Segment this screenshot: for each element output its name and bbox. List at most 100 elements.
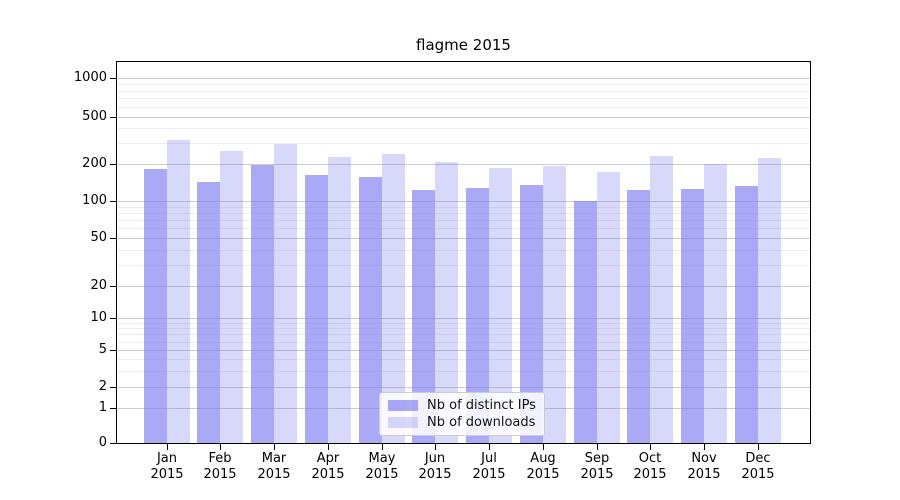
y-tick-500 (110, 117, 116, 118)
gridline-major-200 (117, 164, 810, 165)
y-tick-label-10: 10 (90, 310, 107, 325)
legend: Nb of distinct IPs Nb of downloads (379, 392, 545, 436)
legend-label-distinct-ips: Nb of distinct IPs (427, 398, 536, 413)
gridline-minor-70 (117, 220, 810, 221)
x-tick-label-may: May 2015 (365, 451, 399, 482)
x-tick-label-sep: Sep 2015 (580, 451, 614, 482)
plot-area: Nb of distinct IPs Nb of downloads (116, 61, 811, 444)
gridline-minor-900 (117, 84, 810, 85)
gridline-minor-300 (117, 143, 810, 144)
chart-title: flagme 2015 (416, 36, 511, 54)
y-tick-label-200: 200 (82, 156, 107, 171)
y-tick-label-20: 20 (90, 278, 107, 293)
gridline-major-5 (117, 350, 810, 351)
x-tick-label-nov: Nov 2015 (687, 451, 721, 482)
x-tick-label-jun: Jun 2015 (418, 451, 452, 482)
bar-mar-distinct-ips (251, 165, 274, 443)
y-tick-label-2: 2 (98, 379, 107, 394)
gridline-major-10 (117, 318, 810, 319)
bar-may-downloads (382, 154, 405, 443)
y-tick-label-1: 1 (98, 400, 107, 415)
gridline-major-50 (117, 238, 810, 239)
bar-aug-downloads (543, 166, 566, 443)
x-tick-label-aug: Aug 2015 (526, 451, 560, 482)
bar-jun-downloads (435, 162, 458, 443)
bar-apr-downloads (328, 157, 351, 443)
x-tick-label-oct: Oct 2015 (633, 451, 667, 482)
y-tick-50 (110, 238, 116, 239)
y-tick-200 (110, 164, 116, 165)
gridline-major-100 (117, 201, 810, 202)
bar-oct-distinct-ips (627, 190, 650, 443)
y-tick-1 (110, 408, 116, 409)
x-tick-label-apr: Apr 2015 (311, 451, 345, 482)
legend-label-downloads: Nb of downloads (427, 415, 536, 430)
gridline-minor-400 (117, 128, 810, 129)
x-tick-nov (704, 444, 705, 450)
x-tick-aug (543, 444, 544, 450)
y-tick-label-0: 0 (98, 435, 107, 450)
x-tick-label-dec: Dec 2015 (741, 451, 775, 482)
y-tick-label-100: 100 (82, 193, 107, 208)
x-tick-may (382, 444, 383, 450)
gridline-minor-8 (117, 328, 810, 329)
y-tick-20 (110, 286, 116, 287)
bar-aug-distinct-ips (520, 185, 543, 443)
x-tick-label-jan: Jan 2015 (150, 451, 184, 482)
x-tick-jan (167, 444, 168, 450)
gridline-minor-3 (117, 371, 810, 372)
gridline-minor-30 (117, 265, 810, 266)
legend-item-downloads: Nb of downloads (388, 415, 536, 430)
bar-sep-distinct-ips (574, 201, 597, 443)
y-tick-2 (110, 387, 116, 388)
bar-jul-distinct-ips (466, 188, 489, 443)
gridline-minor-600 (117, 107, 810, 108)
gridline-minor-700 (117, 98, 810, 99)
bar-jun-distinct-ips (412, 190, 435, 443)
x-tick-label-mar: Mar 2015 (257, 451, 291, 482)
x-tick-oct (650, 444, 651, 450)
y-tick-label-5: 5 (98, 342, 107, 357)
gridline-major-1000 (117, 78, 810, 79)
bar-mar-downloads (274, 144, 297, 443)
bar-jan-downloads (167, 140, 190, 443)
legend-swatch-distinct-ips-icon (388, 400, 418, 411)
gridline-minor-800 (117, 91, 810, 92)
x-tick-jul (489, 444, 490, 450)
gridline-minor-90 (117, 207, 810, 208)
y-tick-5 (110, 350, 116, 351)
bar-nov-downloads (704, 164, 727, 443)
y-tick-1000 (110, 78, 116, 79)
gridline-minor-9 (117, 323, 810, 324)
bar-apr-distinct-ips (305, 175, 328, 443)
bar-may-distinct-ips (359, 177, 382, 443)
bar-dec-distinct-ips (735, 186, 758, 443)
gridline-major-500 (117, 117, 810, 118)
bar-sep-downloads (597, 172, 620, 443)
x-tick-feb (220, 444, 221, 450)
gridline-major-20 (117, 286, 810, 287)
x-tick-jun (435, 444, 436, 450)
x-tick-mar (274, 444, 275, 450)
gridline-minor-40 (117, 250, 810, 251)
bar-jul-downloads (489, 168, 512, 443)
gridline-minor-60 (117, 228, 810, 229)
y-tick-10 (110, 318, 116, 319)
x-tick-dec (758, 444, 759, 450)
gridline-major-2 (117, 387, 810, 388)
x-tick-sep (597, 444, 598, 450)
y-tick-label-500: 500 (82, 109, 107, 124)
gridline-minor-7 (117, 334, 810, 335)
bar-nov-distinct-ips (681, 189, 704, 443)
bar-feb-downloads (220, 151, 243, 443)
y-tick-0 (110, 443, 116, 444)
y-tick-label-50: 50 (90, 230, 107, 245)
bar-jan-distinct-ips (144, 169, 167, 443)
x-tick-label-jul: Jul 2015 (472, 451, 506, 482)
bar-feb-distinct-ips (197, 182, 220, 443)
gridline-minor-80 (117, 213, 810, 214)
y-tick-100 (110, 201, 116, 202)
bar-dec-downloads (758, 158, 781, 443)
x-tick-apr (328, 444, 329, 450)
